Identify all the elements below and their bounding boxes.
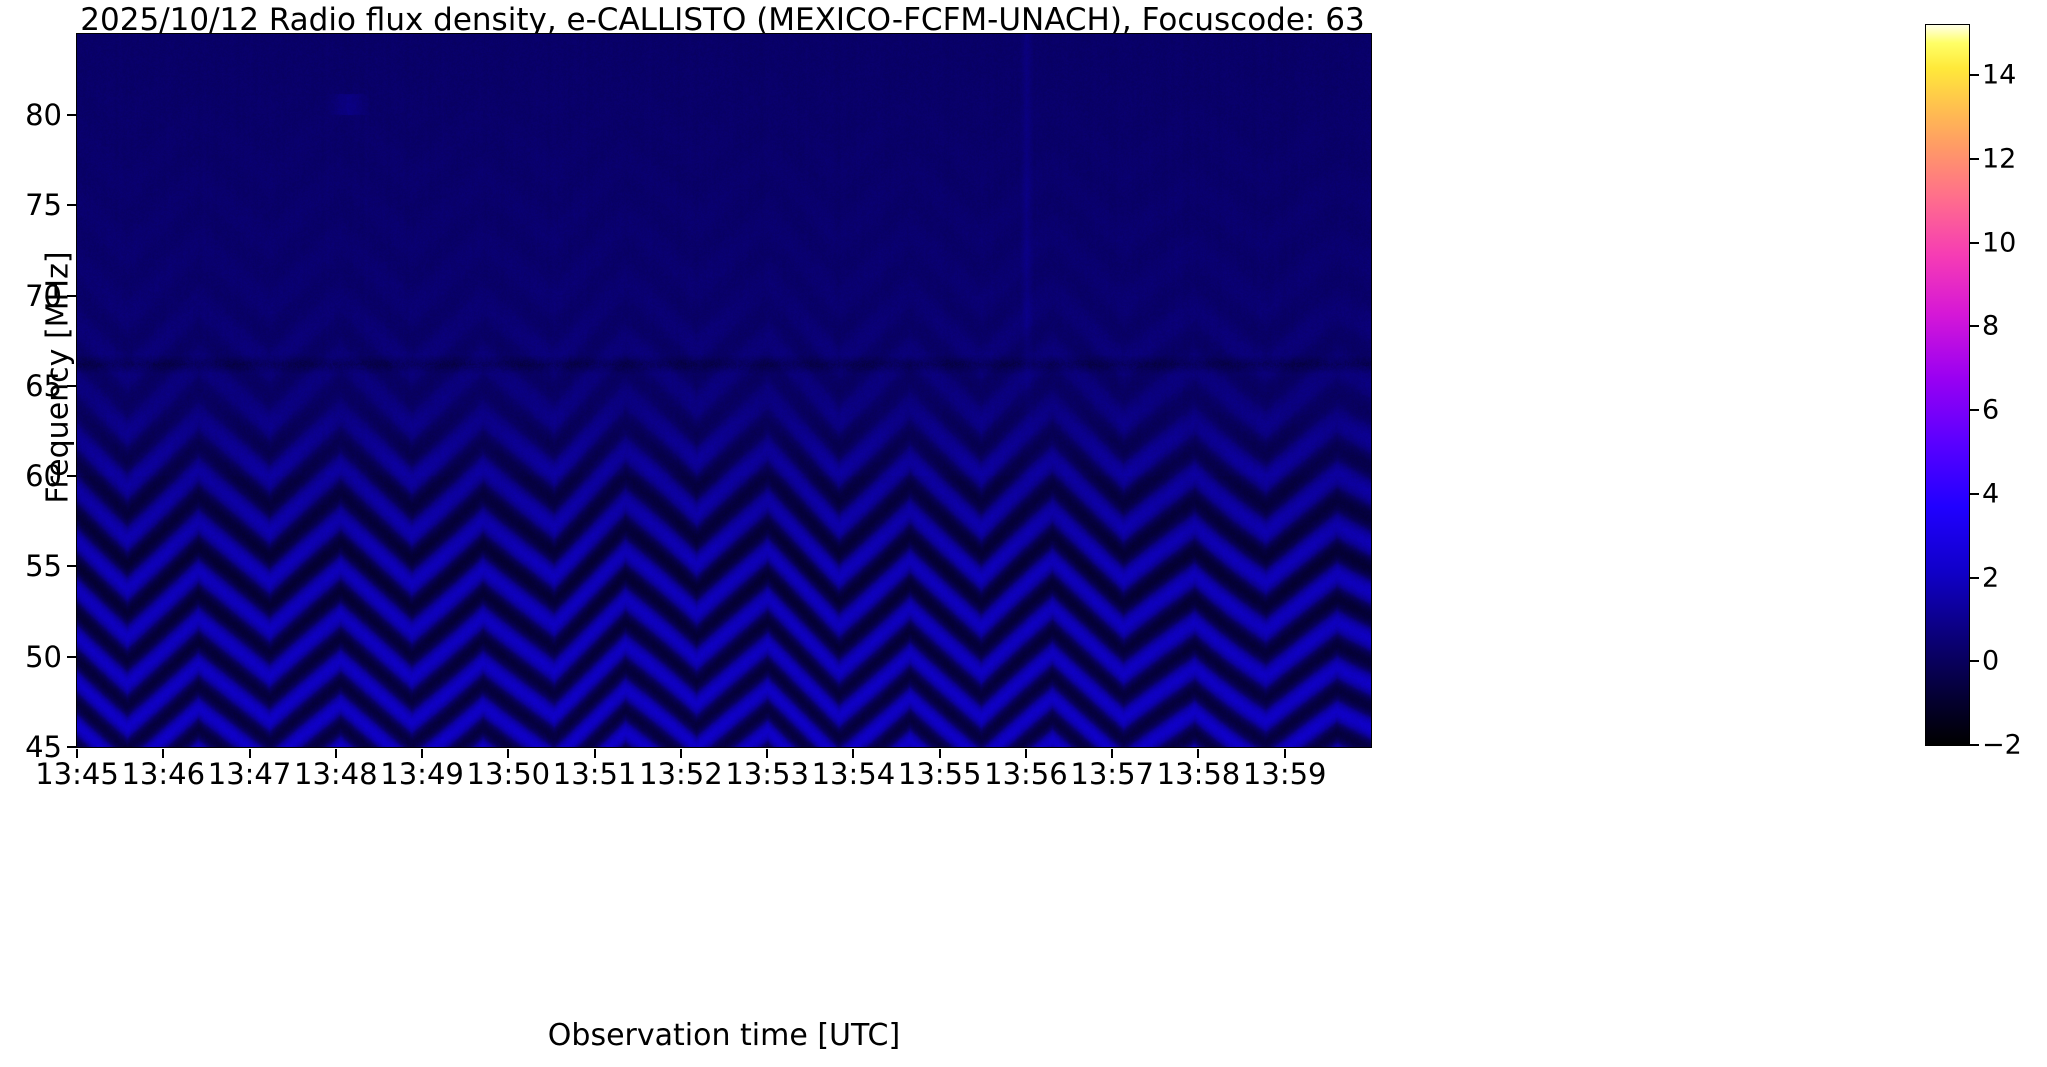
colorbar-tick-label: 4 (1982, 478, 2000, 510)
colorbar-tick-mark (1970, 492, 1979, 495)
x-tick-mark (334, 749, 337, 758)
x-tick-mark (938, 749, 941, 758)
x-tick-label: 13:51 (552, 757, 637, 791)
y-tick-label: 65 (25, 368, 62, 403)
colorbar-tick-mark (1970, 409, 1979, 412)
x-tick-mark (679, 749, 682, 758)
colorbar-tick-mark (1970, 241, 1979, 244)
x-tick-mark (248, 749, 251, 758)
x-tick-mark (766, 749, 769, 758)
page-title: 2025/10/12 Radio flux density, e-CALLIST… (80, 2, 1365, 38)
x-tick-mark (1197, 749, 1200, 758)
x-tick-mark (162, 749, 165, 758)
x-tick-label: 13:48 (294, 757, 378, 791)
x-tick-label: 13:53 (725, 757, 809, 791)
x-tick-label: 13:57 (1070, 757, 1154, 791)
colorbar-tick-label: −2 (1982, 729, 2022, 761)
colorbar-tick-label: 12 (1982, 143, 2017, 175)
colorbar-tick-label: 2 (1982, 562, 2000, 594)
y-tick-label: 80 (25, 98, 62, 133)
colorbar-tick-label: 14 (1982, 59, 2017, 91)
colorbar-gradient (1926, 25, 1969, 745)
x-tick-label: 13:50 (466, 757, 551, 791)
colorbar-tick-mark (1970, 576, 1979, 579)
colorbar-tick-label: 8 (1982, 310, 2000, 342)
x-axis-label: Observation time [UTC] (547, 1018, 901, 1053)
spectrogram-heatmap[interactable] (77, 34, 1371, 747)
y-tick-mark (67, 655, 76, 658)
y-tick-mark (67, 294, 76, 297)
colorbar-tick-mark (1970, 157, 1979, 160)
x-tick-mark (421, 749, 424, 758)
x-tick-mark (1111, 749, 1114, 758)
x-tick-label: 13:46 (121, 757, 206, 791)
y-tick-label: 55 (25, 549, 62, 584)
colorbar[interactable] (1925, 24, 1970, 746)
x-tick-label: 13:55 (897, 757, 982, 791)
x-tick-mark (593, 749, 596, 758)
y-tick-mark (67, 114, 76, 117)
x-tick-mark (852, 749, 855, 758)
x-tick-mark (1024, 749, 1027, 758)
y-tick-label: 45 (25, 730, 62, 764)
y-tick-label: 75 (25, 188, 62, 223)
y-tick-mark (67, 384, 76, 387)
colorbar-tick-label: 0 (1982, 645, 2000, 677)
x-tick-label: 13:47 (207, 757, 292, 791)
y-tick-mark (67, 204, 76, 207)
x-tick-mark (507, 749, 510, 758)
x-tick-mark (76, 749, 78, 758)
y-tick-mark (67, 746, 76, 748)
x-tick-label: 13:56 (984, 757, 1068, 791)
x-tick-label: 13:52 (639, 757, 723, 791)
colorbar-tick-label: 6 (1982, 394, 2000, 426)
colorbar-tick-label: 10 (1982, 227, 2017, 259)
x-tick-label: 13:58 (1156, 757, 1241, 791)
x-tick-label: 13:59 (1242, 757, 1327, 791)
y-axis-label: Frequency [MHz] (40, 251, 76, 504)
x-tick-label: 13:54 (811, 757, 896, 791)
y-tick-mark (67, 475, 76, 478)
colorbar-tick-mark (1970, 74, 1979, 77)
plot-area[interactable] (76, 33, 1372, 748)
x-tick-label: 13:45 (35, 757, 119, 791)
y-tick-label: 70 (25, 278, 62, 313)
y-tick-label: 50 (25, 639, 62, 674)
x-tick-mark (1283, 749, 1286, 758)
y-tick-mark (67, 565, 76, 568)
colorbar-tick-mark (1970, 744, 1979, 746)
x-tick-label: 13:49 (380, 757, 464, 791)
colorbar-tick-mark (1970, 325, 1979, 328)
colorbar-tick-mark (1970, 660, 1979, 663)
y-tick-label: 60 (25, 459, 62, 494)
